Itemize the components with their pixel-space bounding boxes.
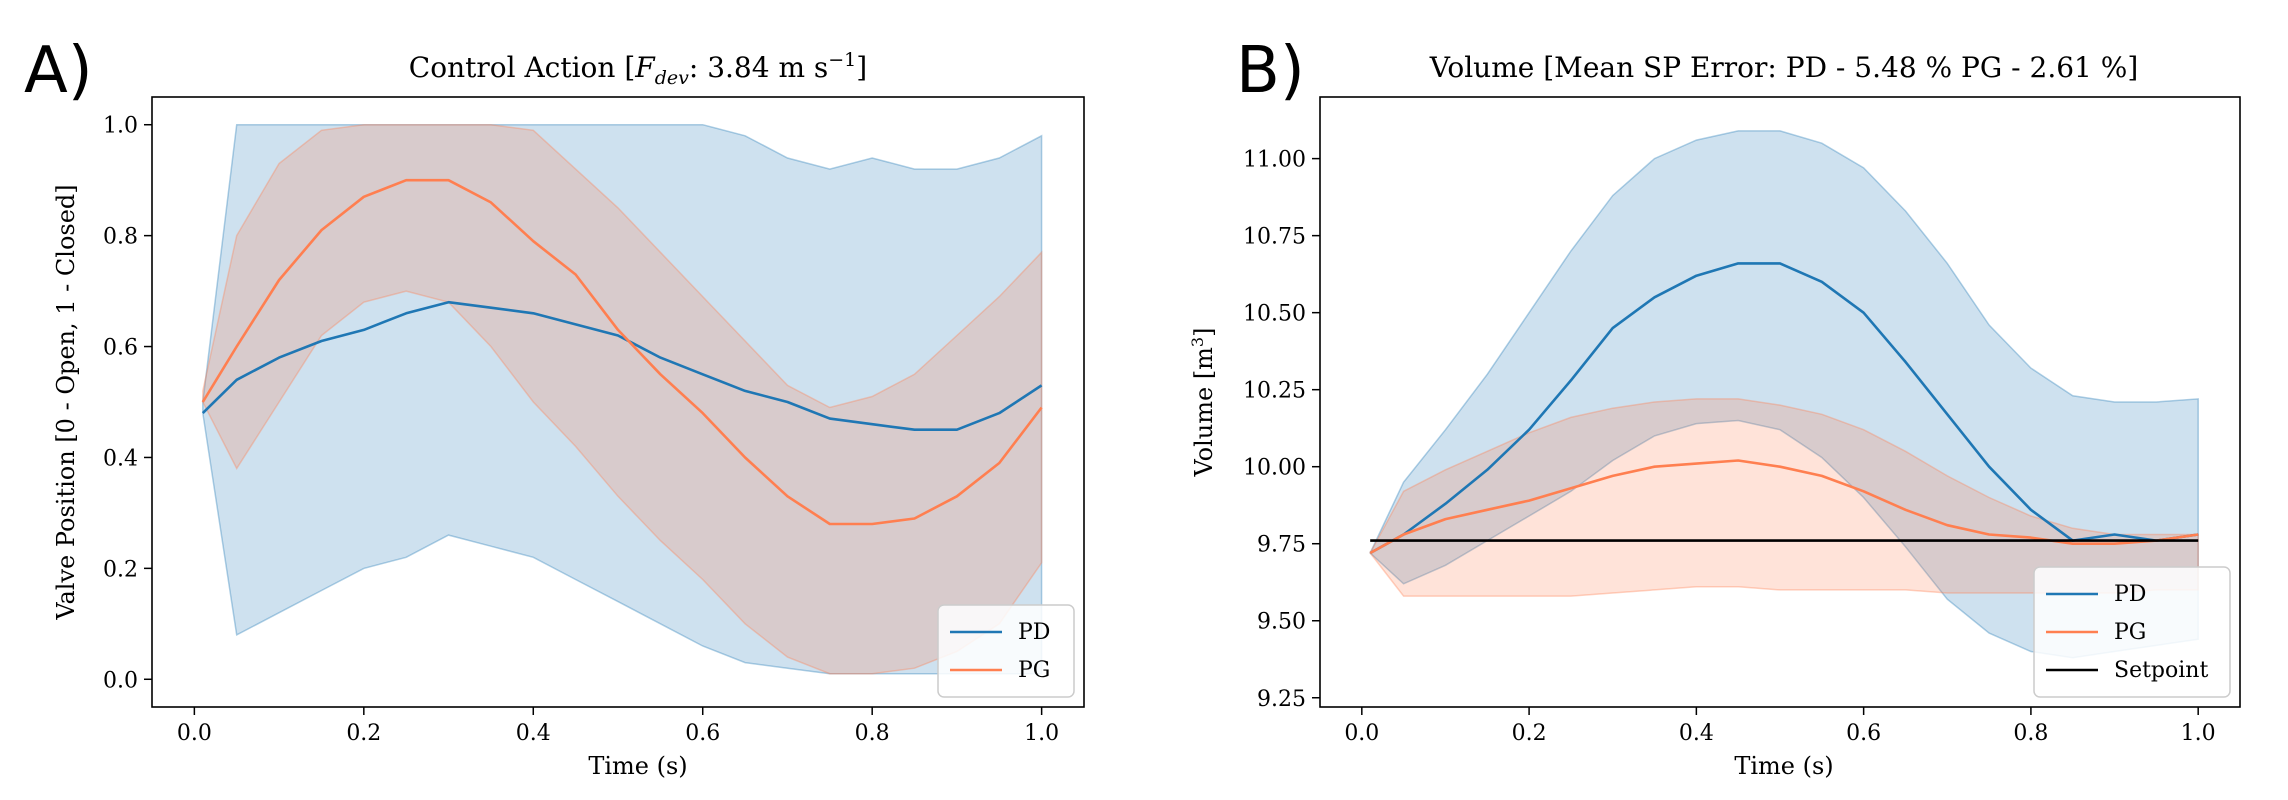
- panel-a-y-tick-label: 0.8: [103, 225, 138, 250]
- panel-b-x-tick-label: 0.8: [2013, 721, 2048, 746]
- panel-b-y-tick-label: 11.00: [1243, 148, 1306, 173]
- panel-b-band-pd: [1369, 130, 2199, 659]
- panel-a-y-tick-label: 0.0: [103, 668, 138, 693]
- panel-b-x-tick-label: 0.6: [1846, 721, 1881, 746]
- panel-a-x-tick-label: 0.6: [685, 721, 720, 746]
- panel-b-legend-label-pd: PD: [2114, 582, 2146, 607]
- panel-b-y-tick-label: 9.75: [1257, 533, 1306, 558]
- panel-b-x-axis-label: Time (s): [1734, 752, 1833, 780]
- panel-a-x-tick-label: 1.0: [1024, 721, 1059, 746]
- panel-a-plot-area: 0.0 0.2 0.4 0.6 0.8 1.0 0.0 0.2 0.4 0.6 0.8 1.0 PD PG: [103, 96, 1085, 746]
- panel-a-y-tick-label: 1.0: [103, 114, 138, 139]
- panel-a-x-tick-label: 0.4: [516, 721, 551, 746]
- panel-b-chart: B) Volume [Mean SP Error: PD - 5.48 % PG…: [1188, 34, 2241, 780]
- panel-a-legend-label-pg: PG: [1018, 658, 1050, 683]
- panel-b-y-tick-label: 10.00: [1243, 456, 1306, 481]
- panel-b-line-pd: [1369, 262, 2199, 555]
- panel-a-line-pd: [201, 300, 1043, 432]
- panel-b-y-tick-label: 10.50: [1243, 302, 1306, 327]
- panel-b-x-tick-label: 0.0: [1344, 721, 1379, 746]
- panel-a-x-tick-label: 0.0: [177, 721, 212, 746]
- panel-a-x-axis-label: Time (s): [588, 752, 687, 780]
- panel-b-y-axis-label: Volume [m3]: [1188, 328, 1218, 478]
- panel-b-title: Volume [Mean SP Error: PD - 5.48 % PG - …: [1429, 51, 2139, 84]
- panel-b-x-tick-label: 0.4: [1679, 721, 1714, 746]
- panel-b-x-tick-label: 1.0: [2181, 721, 2216, 746]
- panel-b-label: B): [1236, 34, 1305, 108]
- panel-b-x-tick-label: 0.2: [1512, 721, 1547, 746]
- panel-b-legend-label-setpoint: Setpoint: [2114, 658, 2208, 683]
- panel-a-line-pg: [201, 178, 1043, 526]
- panel-a-title: Control Action [Fdev: 3.84 m s−1]: [409, 49, 867, 89]
- panel-b-legend-label-pg: PG: [2114, 620, 2146, 645]
- panel-a-chart: A) Control Action [Fdev: 3.84 m s−1] 0.0…: [24, 34, 1085, 780]
- panel-b-y-tick-label: 9.25: [1257, 687, 1306, 712]
- panel-a-y-tick-label: 0.4: [103, 446, 138, 471]
- panel-a-axes-frame: [151, 96, 1085, 708]
- panel-a-legend-box: [937, 604, 1075, 698]
- panel-a-y-tick-label: 0.2: [103, 557, 138, 582]
- panel-a-label: A): [24, 34, 93, 108]
- panel-a-x-tick-label: 0.8: [855, 721, 890, 746]
- panel-a-y-tick-label: 0.6: [103, 336, 138, 361]
- panel-b-y-tick-label: 10.75: [1243, 225, 1306, 250]
- panel-a-y-axis-label: Valve Position [0 - Open, 1 - Closed]: [52, 184, 80, 620]
- panel-b-y-tick-label: 10.25: [1243, 379, 1306, 404]
- panel-a-legend-label-pd: PD: [1018, 620, 1050, 645]
- panel-a-legend: PD PG: [937, 604, 1075, 698]
- panel-b-legend: PD PG Setpoint: [2033, 566, 2231, 698]
- panel-b-legend-box: [2033, 566, 2231, 698]
- panel-b-axes-frame: [1319, 96, 2241, 708]
- panel-b-y-tick-label: 9.50: [1257, 610, 1306, 635]
- panel-b-plot-area: 0.0 0.2 0.4 0.6 0.8 1.0 9.25 9.50 9.75 10.00 10.25…: [1243, 96, 2241, 746]
- panel-b-band-pg: [1369, 398, 2199, 597]
- panel-a-x-tick-label: 0.2: [346, 721, 381, 746]
